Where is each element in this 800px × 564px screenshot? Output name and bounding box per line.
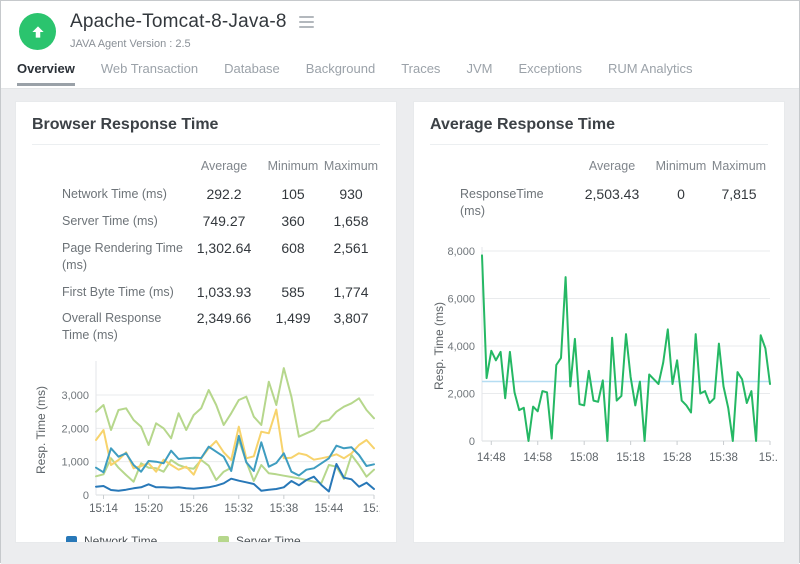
svg-text:15:44: 15:44 [315, 503, 344, 515]
browser-response-time-panel: Browser Response Time AverageMinimumMaxi… [15, 101, 397, 543]
column-header-minimum: Minimum [264, 153, 322, 181]
svg-text:15:08: 15:08 [570, 452, 599, 464]
table-row: Network Time (ms)292.2105930 [32, 181, 380, 208]
metric-label: Overall Response Time (ms) [32, 305, 184, 349]
browser-chart-legend: Network TimeServer TimePage Rendering Ti… [66, 534, 378, 543]
average-response-chart[interactable]: 0 2,000 4,000 6,000 8,000 Resp. Time (ms) 14:4… [430, 237, 778, 483]
app-header: Apache-Tomcat-8-Java-8 JAVA Agent Versio… [1, 1, 799, 61]
svg-text:Resp. Time (ms): Resp. Time (ms) [432, 302, 446, 390]
metric-minimum: 105 [264, 181, 322, 208]
table-row: Overall Response Time (ms)2,349.661,4993… [32, 305, 380, 349]
column-header-maximum: Maximum [710, 153, 768, 181]
legend-label: Server Time [236, 534, 301, 543]
svg-text:15:28: 15:28 [663, 452, 692, 464]
svg-text:15:20: 15:20 [134, 503, 163, 515]
metric-label: Server Time (ms) [32, 208, 184, 235]
metric-label: Network Time (ms) [32, 181, 184, 208]
page-title: Apache-Tomcat-8-Java-8 [70, 11, 287, 33]
browser-stats-table: AverageMinimumMaximum Network Time (ms)2… [32, 153, 380, 349]
panel-title-average: Average Response Time [430, 116, 768, 145]
svg-text:1,000: 1,000 [61, 457, 89, 469]
legend-label: Network Time [84, 534, 157, 543]
tab-database[interactable]: Database [224, 61, 280, 85]
series-overall-response-time [96, 368, 374, 445]
svg-text:6,000: 6,000 [447, 293, 475, 305]
dashboard-content: Browser Response Time AverageMinimumMaxi… [1, 89, 799, 564]
table-header-row: AverageMinimumMaximum [32, 153, 380, 181]
hamburger-icon[interactable] [297, 14, 316, 30]
legend-item-network-time[interactable]: Network Time [66, 534, 218, 543]
metric-minimum: 608 [264, 235, 322, 279]
tab-web-transaction[interactable]: Web Transaction [101, 61, 198, 85]
metric-label: ResponseTime (ms) [430, 181, 572, 225]
legend-swatch [66, 536, 77, 543]
svg-text:2,000: 2,000 [447, 388, 475, 400]
metric-minimum: 360 [264, 208, 322, 235]
svg-text:15:18: 15:18 [616, 452, 645, 464]
tab-background[interactable]: Background [306, 61, 375, 85]
tab-rum-analytics[interactable]: RUM Analytics [608, 61, 693, 85]
tab-traces[interactable]: Traces [401, 61, 440, 85]
metric-maximum: 2,561 [322, 235, 380, 279]
metric-minimum: 0 [652, 181, 710, 225]
svg-text:Resp. Time (ms): Resp. Time (ms) [34, 386, 48, 474]
legend-swatch [218, 536, 229, 543]
metric-average: 2,349.66 [184, 305, 264, 349]
app-avatar [19, 13, 56, 50]
metric-maximum: 1,774 [322, 279, 380, 306]
svg-text:15:14: 15:14 [89, 503, 118, 515]
svg-text:15:..: 15:.. [759, 452, 778, 464]
table-row: ResponseTime (ms)2,503.4307,815 [430, 181, 768, 225]
table-row: Page Rendering Time (ms)1,302.646082,561 [32, 235, 380, 279]
svg-text:8,000: 8,000 [447, 246, 475, 258]
tab-jvm[interactable]: JVM [466, 61, 492, 85]
metric-minimum: 1,499 [264, 305, 322, 349]
column-header-minimum: Minimum [652, 153, 710, 181]
svg-text:14:48: 14:48 [477, 452, 506, 464]
metric-average: 2,503.43 [572, 181, 652, 225]
svg-text:4,000: 4,000 [447, 341, 475, 353]
metric-minimum: 585 [264, 279, 322, 306]
metric-label: Page Rendering Time (ms) [32, 235, 184, 279]
tab-overview[interactable]: Overview [17, 61, 75, 85]
svg-text:15:32: 15:32 [224, 503, 253, 515]
app-window: { "header": { "title": "Apache-Tomcat-8-… [0, 0, 800, 563]
metric-maximum: 7,815 [710, 181, 768, 225]
svg-text:0: 0 [83, 490, 89, 502]
svg-text:14:58: 14:58 [523, 452, 552, 464]
svg-text:15:38: 15:38 [709, 452, 738, 464]
column-header-label [430, 153, 572, 181]
svg-text:0: 0 [469, 436, 475, 448]
table-header-row: AverageMinimumMaximum [430, 153, 768, 181]
metric-average: 749.27 [184, 208, 264, 235]
column-header-label [32, 153, 184, 181]
metric-average: 1,302.64 [184, 235, 264, 279]
svg-text:15:38: 15:38 [269, 503, 298, 515]
metric-average: 292.2 [184, 181, 264, 208]
average-response-time-panel: Average Response Time AverageMinimumMaxi… [413, 101, 785, 543]
browser-response-chart[interactable]: 0 1,000 2,000 3,000 Resp. Time (ms) 15:14 15:2… [32, 355, 380, 527]
metric-average: 1,033.93 [184, 279, 264, 306]
column-header-average: Average [572, 153, 652, 181]
agent-version-label: JAVA Agent Version : 2.5 [70, 38, 316, 50]
arrow-up-icon [29, 23, 47, 41]
average-stats-table: AverageMinimumMaximum ResponseTime (ms)2… [430, 153, 768, 225]
legend-item-server-time[interactable]: Server Time [218, 534, 370, 543]
table-row: Server Time (ms)749.273601,658 [32, 208, 380, 235]
metric-maximum: 3,807 [322, 305, 380, 349]
svg-text:15:26: 15:26 [179, 503, 208, 515]
metric-maximum: 930 [322, 181, 380, 208]
panel-title-browser: Browser Response Time [32, 116, 380, 145]
metric-label: First Byte Time (ms) [32, 279, 184, 306]
svg-text:15:..: 15:.. [363, 503, 380, 515]
svg-text:3,000: 3,000 [61, 390, 89, 402]
column-header-maximum: Maximum [322, 153, 380, 181]
column-header-average: Average [184, 153, 264, 181]
svg-text:2,000: 2,000 [61, 423, 89, 435]
table-row: First Byte Time (ms)1,033.935851,774 [32, 279, 380, 306]
tab-bar: Overview Web Transaction Database Backgroun… [1, 61, 799, 89]
tab-exceptions[interactable]: Exceptions [518, 61, 582, 85]
series-responsetime [482, 255, 770, 441]
metric-maximum: 1,658 [322, 208, 380, 235]
